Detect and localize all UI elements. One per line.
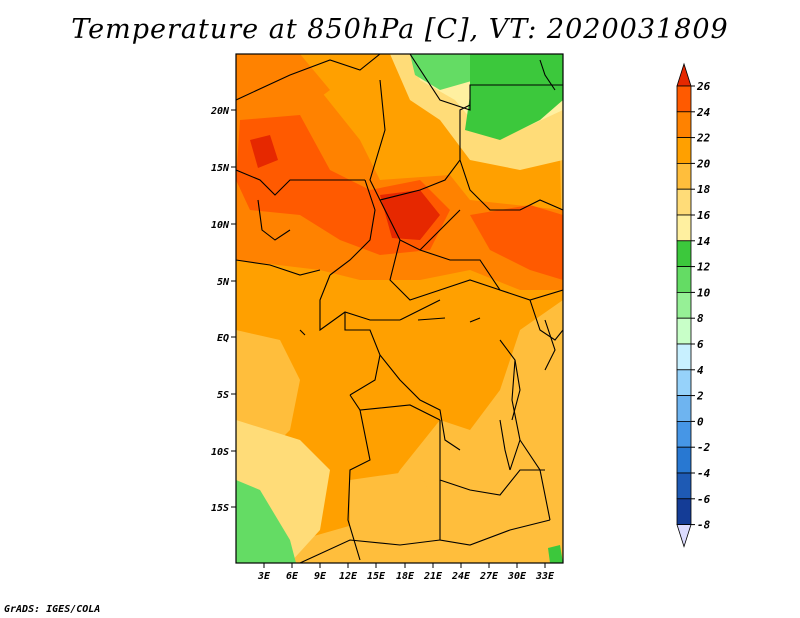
colorbar-segment xyxy=(676,369,692,396)
lon-label-24e: 24E xyxy=(451,571,471,582)
colorbar-segment xyxy=(676,343,692,371)
grads-credit: GrADS: IGES/COLA xyxy=(4,604,101,615)
field-south-central-18 xyxy=(350,470,440,563)
colorbar-label: 2 xyxy=(696,390,704,403)
colorbar-label: 4 xyxy=(697,364,704,377)
colorbar-label: 12 xyxy=(697,261,711,274)
colorbar-label: 24 xyxy=(696,106,711,119)
field-hot-26 xyxy=(380,190,440,240)
colorbar-segment xyxy=(676,111,692,139)
colorbar-label: -4 xyxy=(697,467,711,480)
field-east-24 xyxy=(470,205,563,280)
lat-label-15s: 15S xyxy=(211,503,229,514)
colorbar-top-arrow xyxy=(676,62,692,87)
field-southeast-12 xyxy=(548,545,563,563)
colorbar-segment xyxy=(676,420,692,448)
colorbar-label: 6 xyxy=(697,338,704,351)
colorbar-label: 0 xyxy=(697,415,704,428)
lon-label-30e: 30E xyxy=(507,571,527,582)
map-frame xyxy=(235,53,564,564)
lat-label-5n: 5N xyxy=(217,277,230,288)
colorbar-segment xyxy=(676,291,692,319)
colorbar-segment xyxy=(676,395,692,422)
field-north-10 xyxy=(410,54,475,90)
colorbar-label: 20 xyxy=(696,157,711,170)
lon-label-15e: 15E xyxy=(367,571,386,582)
colorbar-segment xyxy=(676,188,692,216)
lon-label-21e: 21E xyxy=(423,571,443,582)
colorbar-label: 18 xyxy=(697,183,711,196)
lon-label-18e: 18E xyxy=(396,571,415,582)
lon-label-9e: 9E xyxy=(314,571,327,582)
field-northwest-22 xyxy=(236,54,330,120)
colorbar-label: 8 xyxy=(697,312,704,325)
colorbar-label: -8 xyxy=(697,519,711,532)
colorbar-label: 10 xyxy=(697,286,711,299)
colorbar-segment xyxy=(676,85,692,113)
colorbar-label: 22 xyxy=(696,132,711,145)
colorbar-segment xyxy=(676,472,692,500)
map-title: Temperature at 850hPa [C], VT: 202003180… xyxy=(71,14,729,45)
country-borders xyxy=(236,54,563,563)
colorbar-label: 14 xyxy=(697,235,711,248)
lon-label-33e: 33E xyxy=(535,571,555,582)
temperature-field xyxy=(236,54,563,563)
lat-label-20n: 20N xyxy=(210,106,230,117)
lat-label-10s: 10S xyxy=(211,447,229,458)
colorbar-segment xyxy=(676,446,692,474)
lon-axis: 3E 6E 9E 12E 15E 18E 21E 24E 27E 30E 33E xyxy=(257,563,555,582)
colorbar-segment xyxy=(676,498,692,525)
lon-label-12e: 12E xyxy=(339,571,358,582)
colorbar-segment xyxy=(676,214,692,242)
colorbar-label: -2 xyxy=(697,441,711,454)
field-southwest-10 xyxy=(236,480,296,563)
field-northeast-12 xyxy=(465,54,563,140)
colorbar-segment xyxy=(676,240,692,268)
field-southeast-18 xyxy=(460,440,563,563)
colorbar-segment xyxy=(676,162,692,190)
lat-label-15n: 15N xyxy=(211,163,230,174)
lat-axis: 20N 15N 10N 5N EQ 5S 10S 15S xyxy=(210,106,236,514)
lat-label-eq: EQ xyxy=(217,333,229,344)
colorbar-segment xyxy=(676,317,692,345)
lat-label-5s: 5S xyxy=(217,390,229,401)
lon-label-3e: 3E xyxy=(257,571,271,582)
field-hot-26b xyxy=(250,135,278,168)
lon-label-6e: 6E xyxy=(286,571,299,582)
colorbar-label: -6 xyxy=(697,493,711,506)
colorbar-segment xyxy=(676,266,692,293)
colorbar-label: 26 xyxy=(696,80,711,93)
colorbar-segment xyxy=(676,137,692,164)
lon-label-27e: 27E xyxy=(479,571,499,582)
lat-label-10n: 10N xyxy=(211,220,230,231)
colorbar-label: 16 xyxy=(697,209,711,222)
colorbar-bottom-arrow xyxy=(676,524,692,548)
